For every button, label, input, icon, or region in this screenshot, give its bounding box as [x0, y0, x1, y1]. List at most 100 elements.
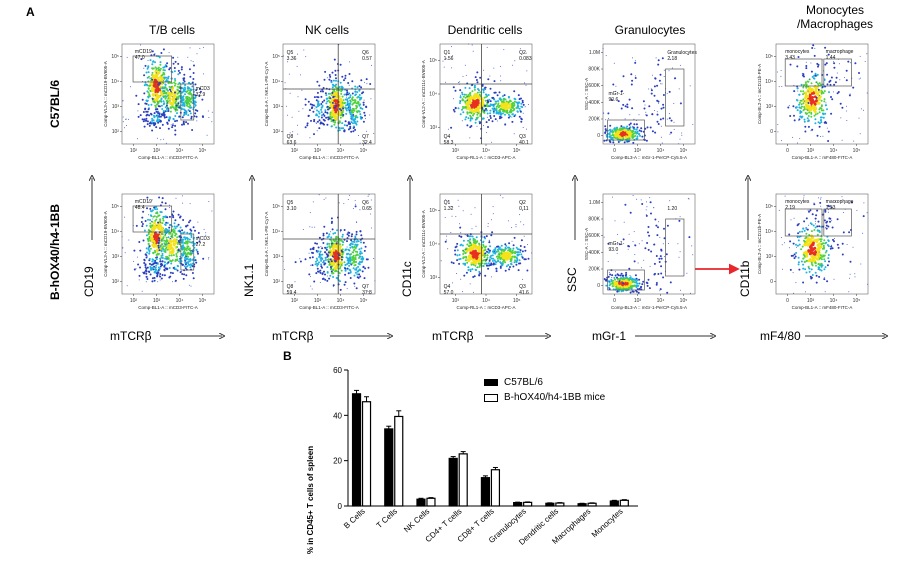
density-dot — [355, 123, 358, 126]
density-dot — [181, 273, 184, 275]
density-dot — [524, 106, 526, 108]
density-dot — [639, 134, 641, 137]
density-dot — [323, 270, 325, 273]
x-tick-label: 10³ — [153, 148, 161, 154]
density-dot — [316, 242, 318, 245]
density-dot — [610, 99, 613, 101]
density-dot — [630, 73, 633, 76]
density-dot — [833, 61, 834, 63]
density-dot — [352, 130, 355, 133]
density-dot — [450, 206, 452, 208]
density-dot — [164, 91, 166, 93]
density-dot — [464, 100, 467, 103]
density-dot — [150, 266, 153, 269]
density-dot — [509, 266, 511, 268]
density-dot — [151, 117, 154, 120]
density-dot — [349, 194, 351, 196]
density-dot — [612, 83, 615, 86]
density-dot — [180, 107, 183, 110]
density-dot — [125, 118, 126, 120]
density-dot — [330, 268, 332, 271]
density-dot — [338, 120, 341, 123]
density-dot — [320, 95, 323, 98]
density-dot — [486, 116, 488, 118]
density-dot — [485, 89, 487, 90]
density-dot — [858, 72, 860, 74]
density-dot — [512, 265, 515, 268]
density-dot — [471, 83, 474, 86]
density-dot — [195, 261, 198, 264]
density-dot — [349, 92, 350, 94]
density-dot — [473, 275, 476, 278]
density-dot — [337, 113, 341, 117]
x-axis-title: Comp-BL1-A :: mCD3-FITC-A — [299, 155, 359, 160]
density-dot — [330, 231, 332, 233]
density-dot — [335, 112, 338, 116]
density-dot — [338, 129, 341, 132]
density-dot — [355, 104, 358, 107]
density-dot — [526, 128, 527, 130]
density-dot — [645, 114, 648, 117]
density-dot — [147, 65, 150, 68]
density-dot — [651, 130, 654, 133]
density-dot — [311, 288, 313, 290]
density-dot — [526, 269, 529, 272]
density-dot — [176, 119, 178, 122]
density-dot — [500, 248, 503, 251]
density-dot — [454, 89, 457, 92]
density-dot — [151, 71, 154, 74]
density-dot — [184, 90, 187, 93]
density-dot — [474, 252, 477, 256]
density-dot — [152, 218, 154, 220]
density-dot — [635, 137, 638, 140]
density-dot — [332, 268, 335, 271]
density-dot — [315, 99, 318, 102]
density-dot — [149, 233, 153, 237]
density-dot — [165, 116, 168, 119]
density-dot — [312, 246, 315, 249]
density-dot — [322, 232, 325, 235]
density-dot — [157, 83, 160, 86]
density-dot — [469, 114, 472, 117]
density-dot — [486, 132, 488, 134]
density-dot — [325, 94, 328, 97]
density-dot — [338, 254, 341, 257]
density-dot — [183, 248, 186, 251]
density-dot — [170, 262, 173, 265]
density-dot — [523, 224, 525, 226]
density-dot — [610, 278, 613, 281]
density-dot — [521, 99, 524, 102]
density-dot — [122, 247, 124, 249]
x-tick-label: 10² — [291, 148, 299, 154]
density-dot — [135, 94, 138, 97]
density-dot — [660, 136, 662, 138]
y-tick-label: 10² — [273, 279, 281, 285]
density-dot — [324, 251, 326, 254]
density-dot — [155, 73, 159, 77]
density-dot — [360, 252, 363, 255]
density-dot — [289, 132, 291, 134]
density-dot — [321, 266, 323, 269]
density-dot — [807, 115, 810, 117]
density-dot — [678, 143, 680, 145]
density-dot — [623, 285, 626, 288]
density-dot — [177, 62, 180, 65]
density-dot — [157, 244, 160, 247]
density-dot — [332, 232, 335, 235]
density-dot — [176, 112, 178, 115]
density-dot — [350, 113, 353, 116]
density-dot — [344, 74, 347, 77]
density-dot — [841, 139, 843, 141]
density-dot — [489, 100, 492, 103]
density-dot — [834, 50, 836, 52]
density-dot — [331, 101, 334, 104]
density-dot — [821, 86, 824, 88]
density-dot — [511, 103, 514, 105]
density-dot — [187, 82, 190, 84]
density-dot — [527, 104, 529, 105]
density-dot — [669, 58, 671, 60]
density-dot — [461, 93, 464, 96]
density-dot — [152, 262, 155, 265]
density-dot — [485, 121, 488, 124]
density-dot — [327, 116, 330, 119]
